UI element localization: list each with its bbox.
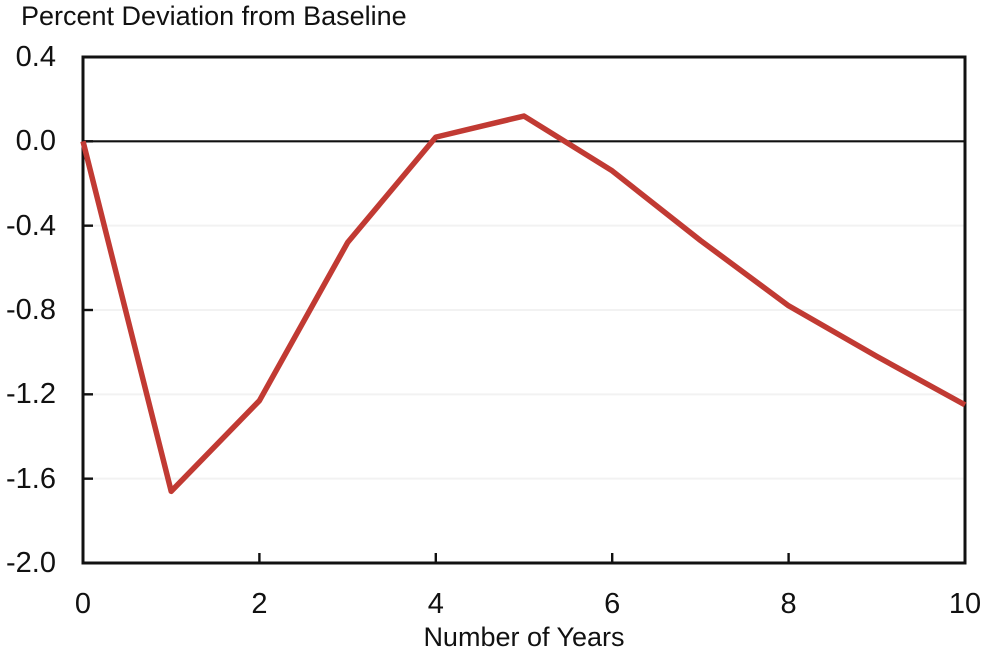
x-tick-label: 2 — [251, 588, 268, 620]
y-tick-label: -1.6 — [6, 462, 56, 495]
x-tick-label: 0 — [74, 588, 92, 620]
x-tick-label: 10 — [948, 588, 982, 620]
x-axis-label: Number of Years — [423, 622, 625, 652]
x-tick-label: 6 — [604, 588, 621, 620]
y-tick-label: -2.0 — [6, 547, 56, 579]
y-tick-label: 0.0 — [15, 125, 56, 158]
y-tick-label: -1.2 — [6, 378, 56, 411]
chart-title: Percent Deviation from Baseline — [21, 1, 407, 31]
y-tick-label: 0.4 — [15, 41, 56, 73]
data-line — [80, 113, 967, 495]
y-tick-label: -0.8 — [6, 294, 56, 326]
y-tick-label: -0.4 — [6, 209, 56, 242]
x-tick-label: 8 — [780, 588, 797, 620]
x-tick-label: 4 — [427, 588, 444, 620]
plot-border — [81, 55, 967, 565]
